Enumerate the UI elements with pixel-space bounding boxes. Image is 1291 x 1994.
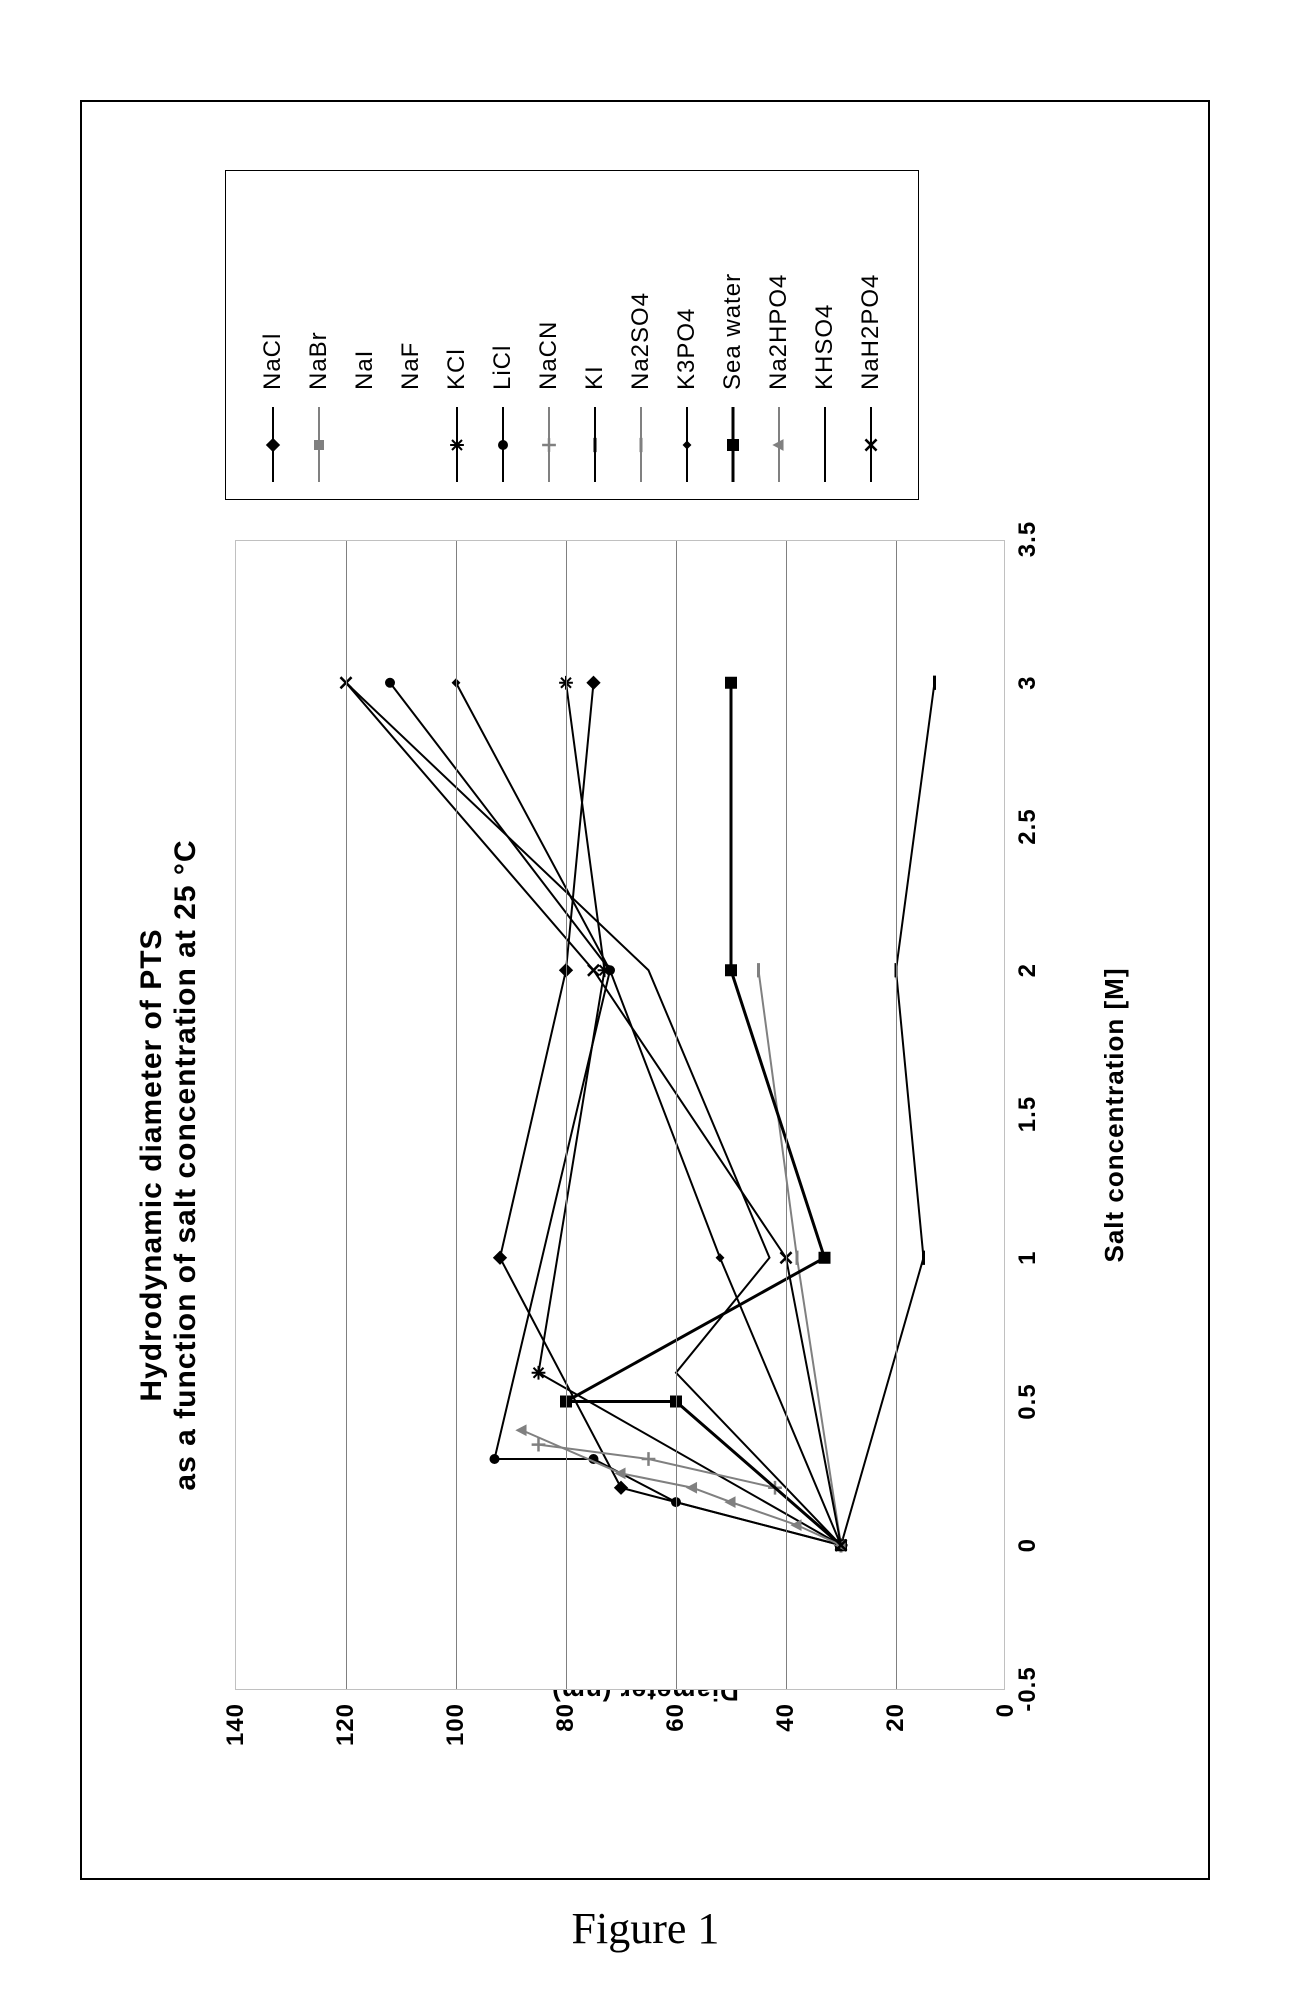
- legend-swatch: [675, 402, 699, 487]
- legend-swatch: [629, 402, 653, 487]
- legend-label: KHSO4: [811, 304, 839, 390]
- legend-item: KCl: [440, 183, 474, 487]
- y-tick-label: 100: [442, 1689, 470, 1746]
- series-line: [566, 683, 841, 1546]
- x-tick-label: 3: [1004, 676, 1042, 690]
- y-tick-label: 120: [332, 1689, 360, 1746]
- series-line: [522, 1430, 841, 1545]
- x-axis-label: Salt concentration [M]: [1099, 540, 1130, 1690]
- legend-swatch: [399, 402, 423, 487]
- data-marker: [532, 1366, 546, 1380]
- data-marker: [493, 1251, 507, 1265]
- legend-swatch: [721, 402, 745, 487]
- legend-item: K3PO4: [670, 183, 704, 487]
- legend-swatch: [353, 402, 377, 487]
- legend-item: LiCl: [486, 183, 520, 487]
- legend-label: NaCl: [259, 333, 287, 390]
- data-marker: [725, 964, 737, 976]
- legend: NaCl NaBr NaI NaF KCl LiCl NaCN KI Na2SO…: [225, 170, 919, 500]
- gridline: [566, 541, 567, 1689]
- data-marker: [586, 676, 600, 690]
- legend-swatch: [261, 402, 285, 487]
- gridline: [346, 541, 347, 1689]
- legend-label: Sea water: [719, 273, 747, 390]
- data-marker: [790, 1519, 801, 1531]
- series-line: [841, 683, 935, 1546]
- legend-item: Sea water: [716, 183, 750, 487]
- legend-swatch: [859, 402, 883, 487]
- legend-swatch: [767, 402, 791, 487]
- chart-title: Hydrodynamic diameter of PTS as a functi…: [135, 490, 203, 1840]
- chart-box: Hydrodynamic diameter of PTS as a functi…: [105, 140, 1185, 1840]
- data-plot-svg: [236, 541, 1004, 1689]
- legend-swatch: [813, 402, 837, 487]
- legend-item: Na2HPO4: [762, 183, 796, 487]
- x-tick-label: 0.5: [1004, 1383, 1042, 1419]
- y-tick-label: 80: [552, 1689, 580, 1732]
- legend-swatch: [491, 402, 515, 487]
- legend-label: K3PO4: [673, 308, 701, 390]
- legend-label: NaF: [397, 342, 425, 390]
- legend-item: KI: [578, 183, 612, 487]
- legend-label: NaI: [351, 350, 379, 390]
- x-tick-label: 3.5: [1004, 521, 1042, 557]
- data-marker: [819, 1252, 831, 1264]
- y-tick-label: 60: [662, 1689, 690, 1732]
- chart-title-line2: as a function of salt concentration at 2…: [169, 490, 203, 1840]
- data-marker: [515, 1424, 526, 1436]
- chart-container: Hydrodynamic diameter of PTS as a functi…: [105, 140, 1185, 1840]
- plot-area: 020406080100120140-0.500.511.522.533.5: [235, 540, 1005, 1690]
- legend-item: NaI: [348, 183, 382, 487]
- legend-label: LiCl: [489, 345, 517, 390]
- legend-item: NaH2PO4: [854, 183, 888, 487]
- page-frame: Hydrodynamic diameter of PTS as a functi…: [80, 100, 1210, 1880]
- legend-swatch: [537, 402, 561, 487]
- series-line: [500, 683, 841, 1546]
- x-tick-label: 1.5: [1004, 1096, 1042, 1132]
- series-line: [346, 683, 841, 1546]
- x-tick-label: 2.5: [1004, 808, 1042, 844]
- data-marker: [385, 678, 395, 688]
- legend-label: NaH2PO4: [857, 274, 885, 390]
- legend-swatch: [583, 402, 607, 487]
- data-marker: [614, 1481, 628, 1495]
- series-line: [346, 683, 841, 1546]
- gridline: [676, 541, 677, 1689]
- data-marker: [490, 1454, 500, 1464]
- y-tick-label: 40: [772, 1689, 800, 1732]
- legend-label: KCl: [443, 348, 471, 390]
- legend-item: NaBr: [302, 183, 336, 487]
- data-marker: [725, 677, 737, 689]
- gridline: [786, 541, 787, 1689]
- legend-item: NaCN: [532, 183, 566, 487]
- legend-label: KI: [581, 365, 609, 390]
- legend-label: Na2HPO4: [765, 274, 793, 390]
- data-marker: [642, 1452, 656, 1466]
- chart-title-line1: Hydrodynamic diameter of PTS: [135, 928, 168, 1401]
- legend-label: NaCN: [535, 321, 563, 390]
- x-tick-label: 0: [1004, 1538, 1042, 1552]
- data-marker: [686, 1482, 697, 1494]
- x-tick-label: -0.5: [1004, 1666, 1042, 1711]
- legend-item: NaCl: [256, 183, 290, 487]
- legend-label: Na2SO4: [627, 292, 655, 390]
- series-line: [456, 683, 841, 1546]
- legend-label: NaBr: [305, 331, 333, 390]
- x-tick-label: 2: [1004, 963, 1042, 977]
- legend-item: NaF: [394, 183, 428, 487]
- y-tick-label: 140: [222, 1689, 250, 1746]
- gridline: [896, 541, 897, 1689]
- y-tick-label: 20: [882, 1689, 910, 1732]
- gridline: [456, 541, 457, 1689]
- legend-swatch: [445, 402, 469, 487]
- data-marker: [724, 1496, 735, 1508]
- legend-item: KHSO4: [808, 183, 842, 487]
- x-tick-label: 1: [1004, 1251, 1042, 1265]
- data-marker: [588, 965, 599, 976]
- figure-caption: Figure 1: [572, 1903, 720, 1954]
- legend-swatch: [307, 402, 331, 487]
- legend-item: Na2SO4: [624, 183, 658, 487]
- data-marker: [716, 1253, 725, 1262]
